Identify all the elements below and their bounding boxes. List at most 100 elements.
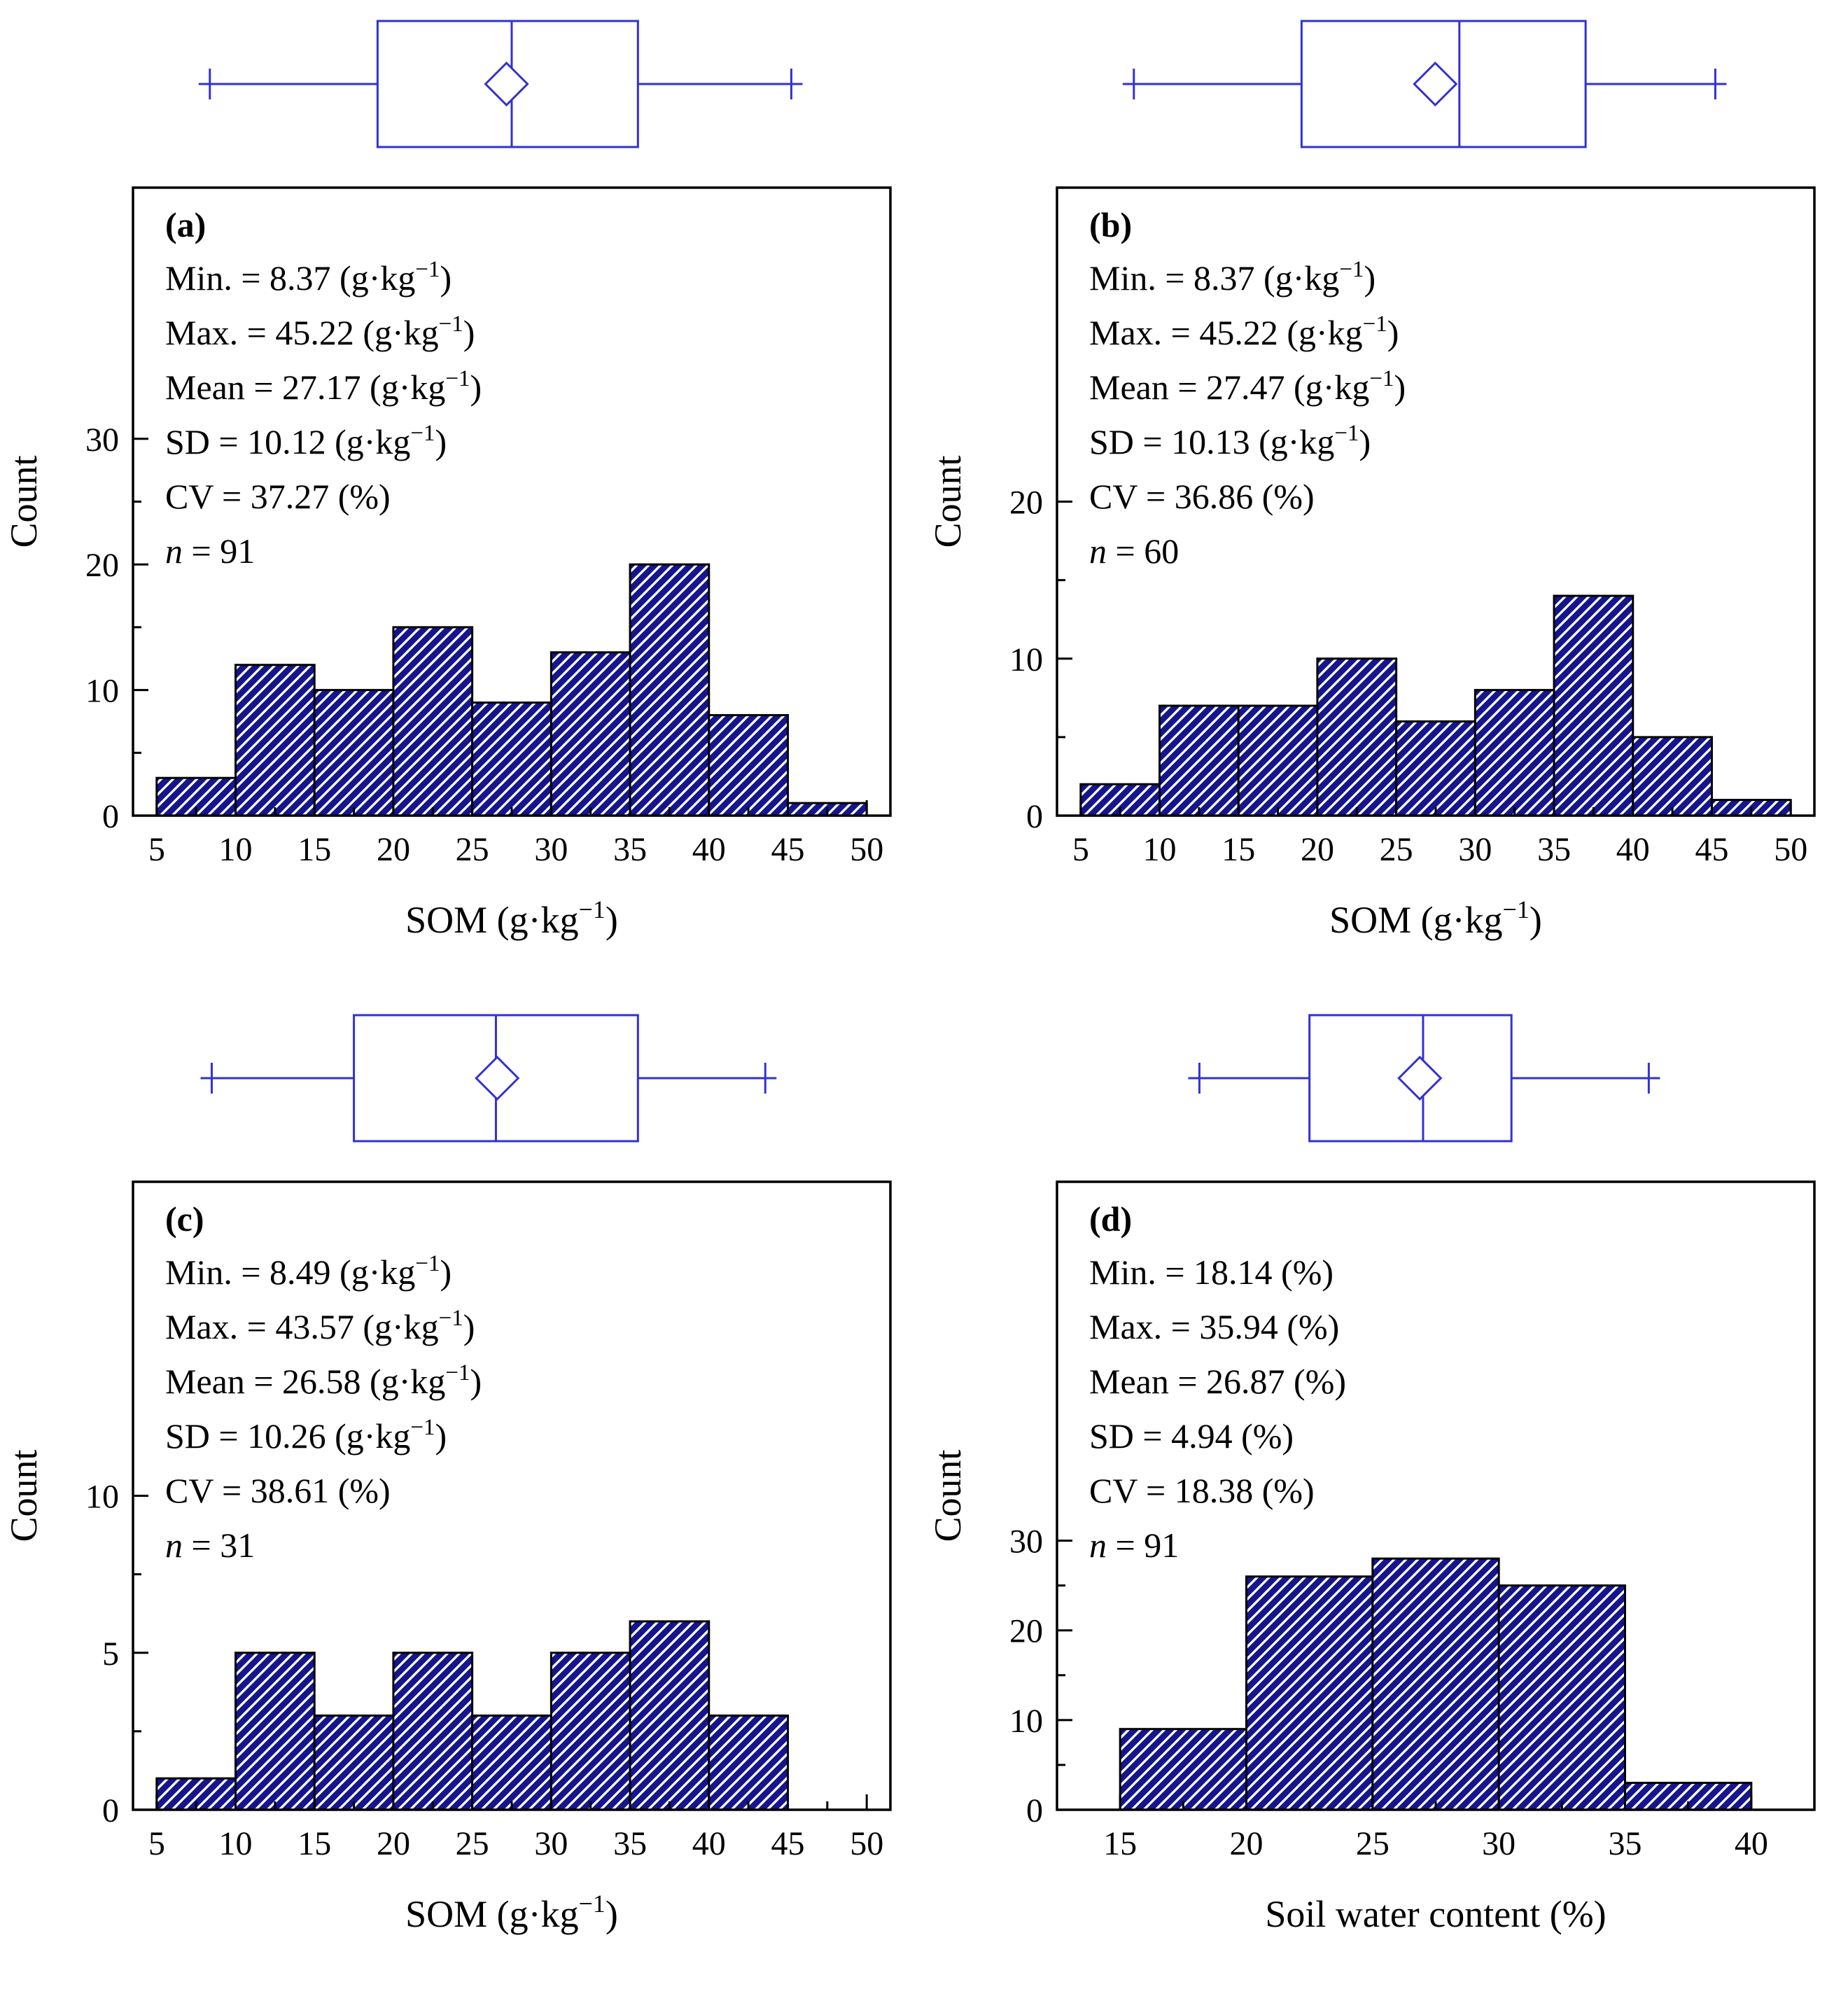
x-tick-label: 30 xyxy=(534,831,568,868)
x-tick-label: 35 xyxy=(1609,1825,1642,1862)
histogram-bar xyxy=(1119,1728,1247,1811)
x-axis-title: SOM (g·kg−1) xyxy=(405,1890,618,1935)
x-tick-label: 5 xyxy=(1072,831,1089,868)
x-tick-label: 35 xyxy=(1537,831,1571,868)
y-axis-title: Count xyxy=(3,1449,45,1542)
x-tick-label: 20 xyxy=(1301,831,1334,868)
y-tick-label: 20 xyxy=(1009,484,1043,522)
histogram-bar xyxy=(234,664,316,817)
histogram-bars xyxy=(1119,1557,1753,1811)
histogram-bar xyxy=(550,1652,631,1811)
y-tick-label: 5 xyxy=(102,1635,119,1673)
x-tick-label: 45 xyxy=(771,831,804,868)
y-tick-label: 10 xyxy=(85,1479,119,1516)
stat-line: SD = 4.94 (%) xyxy=(1089,1416,1294,1456)
x-tick-label: 50 xyxy=(850,831,883,868)
stat-line: SD = 10.13 (g·kg−1) xyxy=(1089,421,1371,461)
histogram-bar xyxy=(1158,704,1240,817)
y-tick-label: 0 xyxy=(1026,798,1043,835)
x-tick-label: 35 xyxy=(613,831,647,868)
y-tick-label: 0 xyxy=(102,798,119,835)
histogram-bar xyxy=(392,626,474,817)
stat-line: Max. = 43.57 (g·kg−1) xyxy=(165,1306,475,1346)
x-tick-label: 45 xyxy=(1695,831,1728,868)
x-tick-label: 50 xyxy=(1774,831,1807,868)
stat-line: CV = 38.61 (%) xyxy=(165,1471,391,1510)
x-tick-label: 50 xyxy=(850,1825,883,1862)
boxplot xyxy=(200,1014,777,1143)
histogram-bar xyxy=(1474,689,1555,817)
histogram-bar xyxy=(1497,1584,1627,1811)
axis-ticks xyxy=(1057,1540,1753,1811)
stats-text: Min. = 8.49 (g·kg−1) Max. = 43.57 (g·kg−1… xyxy=(165,1251,482,1565)
x-axis-title: SOM (g·kg−1) xyxy=(1329,895,1542,941)
stat-line: n = 31 xyxy=(165,1526,255,1565)
histogram-bar xyxy=(234,1652,316,1811)
x-tick-label: 30 xyxy=(534,1825,568,1862)
x-tick-label: 40 xyxy=(1735,1825,1768,1862)
x-tick-label: 40 xyxy=(1616,831,1650,868)
stat-line: Min. = 8.37 (g·kg−1) xyxy=(1089,257,1376,298)
histogram-bars xyxy=(155,1620,789,1811)
x-tick-label: 15 xyxy=(298,831,331,868)
stat-line: CV = 36.86 (%) xyxy=(1089,477,1315,516)
x-tick-label: 20 xyxy=(377,1825,410,1862)
y-axis-title: Count xyxy=(927,455,969,547)
y-tick-label: 30 xyxy=(85,421,119,459)
stats-text: Min. = 8.37 (g·kg−1) Max. = 45.22 (g·kg−1… xyxy=(165,257,482,571)
y-axis-title: Count xyxy=(3,455,45,547)
panel-d: 15 20 25 30 35 40 0 10 20 30 Soil water content (%… xyxy=(924,994,1848,1988)
histogram-bar xyxy=(392,1652,474,1811)
histogram-bar xyxy=(313,1714,395,1811)
stat-line: Min. = 18.14 (%) xyxy=(1089,1252,1334,1292)
histogram-bar xyxy=(471,1714,552,1811)
boxplot-mean-diamond xyxy=(484,61,529,107)
panel-label: (a) xyxy=(165,205,206,244)
stats-text: Min. = 18.14 (%) Max. = 35.94 (%) Mean = 2… xyxy=(1089,1252,1346,1565)
stat-line: Min. = 8.49 (g·kg−1) xyxy=(165,1251,451,1292)
y-axis-title: Count xyxy=(927,1449,969,1542)
histogram-bar xyxy=(708,1714,789,1811)
x-tick-label: 10 xyxy=(219,1825,253,1862)
stat-line: Min. = 8.37 (g·kg−1) xyxy=(165,257,451,298)
x-tick-label: 35 xyxy=(613,1825,647,1862)
tick-labels: 5 10 15 20 25 30 35 40 45 50 0 10 20 30 xyxy=(85,421,883,868)
histogram-bar xyxy=(1245,1575,1374,1811)
panel-d-chart: 15 20 25 30 35 40 0 10 20 30 Soil water content (%… xyxy=(927,1014,1816,1935)
histogram-bars xyxy=(1079,594,1792,817)
stat-line: SD = 10.26 (g·kg−1) xyxy=(165,1415,447,1456)
histogram-bar xyxy=(1553,594,1634,817)
stat-line: n = 91 xyxy=(1089,1526,1179,1565)
histogram-bar xyxy=(1371,1557,1500,1811)
panel-b: 5 10 15 20 25 30 35 40 45 50 0 10 20 SOM (g·kg−1) Coun… xyxy=(924,0,1848,994)
boxplot-mean-diamond xyxy=(1413,61,1458,107)
x-tick-label: 45 xyxy=(771,1825,804,1862)
histogram-bars xyxy=(155,563,868,817)
panel-b-chart: 5 10 15 20 25 30 35 40 45 50 0 10 20 SOM (g·kg−1) Coun… xyxy=(927,20,1816,941)
histogram-bar xyxy=(1237,704,1319,817)
axis-ticks xyxy=(133,1495,868,1811)
stat-line: SD = 10.12 (g·kg−1) xyxy=(165,421,447,461)
stat-line: CV = 18.38 (%) xyxy=(1089,1471,1315,1510)
x-tick-label: 10 xyxy=(1143,831,1177,868)
boxplot-mean-diamond xyxy=(1397,1055,1443,1101)
y-tick-label: 10 xyxy=(1009,1703,1043,1740)
y-tick-label: 30 xyxy=(1009,1523,1043,1561)
boxplot xyxy=(198,20,803,148)
stat-line: Mean = 27.47 (g·kg−1) xyxy=(1089,366,1406,407)
x-axis-title: Soil water content (%) xyxy=(1265,1893,1606,1935)
x-tick-label: 30 xyxy=(1482,1825,1516,1862)
histogram-bar xyxy=(1395,720,1476,817)
histogram-bar xyxy=(550,651,631,817)
tick-labels: 5 10 15 20 25 30 35 40 45 50 0 10 20 xyxy=(1009,484,1807,869)
x-tick-label: 15 xyxy=(298,1825,331,1862)
boxplot xyxy=(1122,20,1727,148)
panel-label: (d) xyxy=(1089,1199,1132,1238)
axis-ticks xyxy=(1057,501,1792,817)
stats-text: Min. = 8.37 (g·kg−1) Max. = 45.22 (g·kg−1… xyxy=(1089,257,1406,571)
histogram-bar xyxy=(629,1620,710,1811)
stat-line: n = 91 xyxy=(165,531,255,571)
x-tick-label: 10 xyxy=(219,831,253,868)
